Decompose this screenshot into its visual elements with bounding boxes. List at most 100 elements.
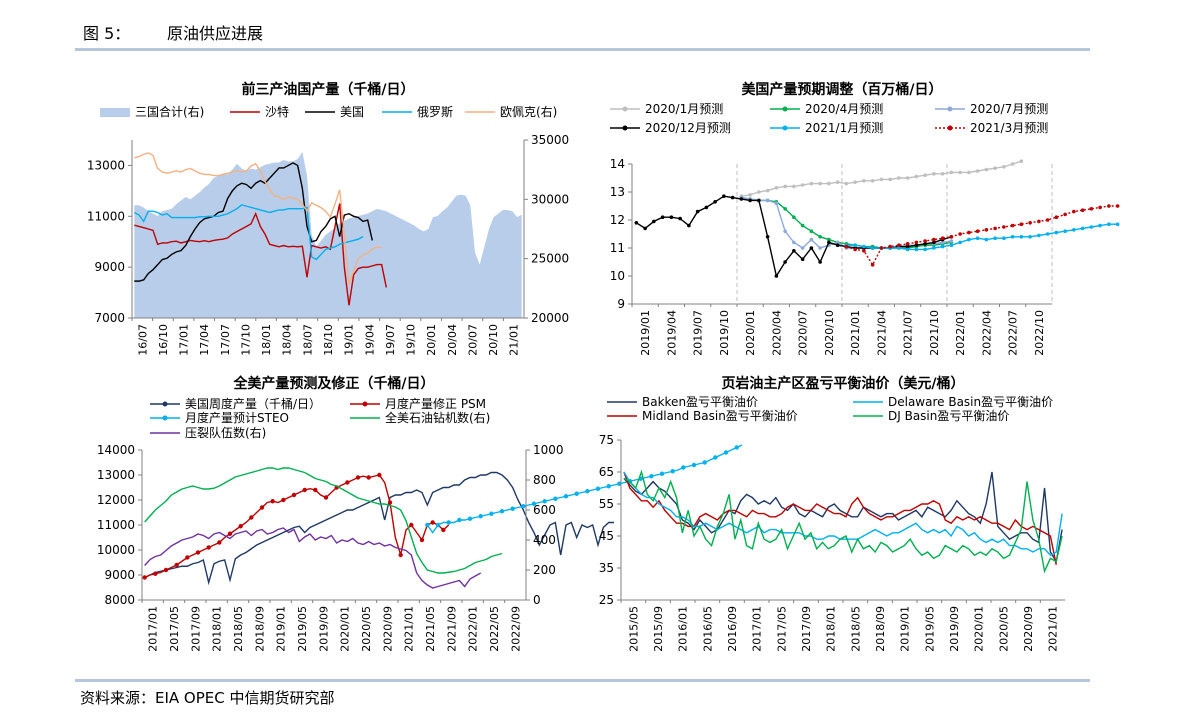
series-1-point: [259, 505, 265, 510]
series-4-point: [1010, 235, 1015, 239]
series-5-point: [1019, 222, 1024, 226]
x-tick-label: 19/01: [343, 324, 356, 356]
x-tick-label: 16/07: [136, 324, 149, 356]
series-1-point: [249, 515, 254, 520]
report-header: 图 5： 原油供应进展: [75, 10, 1090, 51]
series-1-point: [270, 499, 275, 504]
series-4-point: [905, 247, 910, 252]
x-tick-label: 2020/05: [360, 606, 373, 652]
series-2-point: [659, 471, 665, 476]
series-3-point: [722, 194, 726, 198]
x-tick-label: 2016/09: [726, 606, 739, 652]
series-0-point: [993, 166, 997, 170]
series-0-point: [888, 177, 892, 182]
series-line-3: [635, 195, 952, 278]
series-4-point: [993, 236, 997, 240]
x-tick-label: 2019/01: [639, 310, 652, 356]
series-2-point: [489, 511, 494, 516]
x-tick-label: 2022/05: [488, 606, 501, 652]
x-tick-label: 2018/01: [825, 606, 838, 652]
x-tick-label: 2020/05: [997, 606, 1010, 652]
legend-marker: [782, 106, 788, 112]
legend-label: 欧佩克(右): [500, 104, 557, 119]
x-tick-label: 20/07: [466, 324, 479, 356]
legend-label: 美国: [340, 105, 364, 119]
series-5-point: [940, 236, 945, 240]
series-line-4: [846, 223, 1118, 251]
series-1-point: [195, 550, 201, 555]
x-tick-label: 2021/10: [928, 310, 941, 356]
series-4-point: [1107, 222, 1111, 226]
y-tick-label: 13000: [97, 468, 135, 482]
y-tick-label: 10: [610, 269, 625, 283]
series-5-point: [1115, 204, 1120, 208]
series-2-point: [585, 489, 590, 494]
series-line-0: [623, 471, 1063, 564]
x-tick-label: 2016/05: [701, 606, 714, 652]
series-4-point: [862, 244, 866, 249]
y-tick-label-right: 800: [533, 473, 556, 487]
series-4-point: [914, 247, 919, 252]
series-1-point: [227, 531, 233, 536]
series-3-point: [835, 243, 840, 247]
series-5-point: [914, 240, 919, 245]
series-0-point: [853, 180, 857, 184]
series-1-point: [430, 520, 435, 525]
y-tick-label: 13: [610, 185, 625, 199]
series-0-point: [765, 188, 770, 193]
legend-label: 2021/1月预测: [805, 121, 883, 135]
series-5-point: [1045, 218, 1050, 222]
series-3-point: [678, 216, 682, 221]
series-2-point: [467, 516, 473, 521]
series-1-point: [818, 235, 822, 239]
chart-title: 美国产量预期调整（百万桶/日）: [741, 81, 942, 98]
series-4-point: [1045, 232, 1050, 236]
x-tick-label: 2015/05: [627, 606, 640, 652]
series-5-point: [1089, 207, 1094, 211]
chart-title: 全美产量预测及修正（千桶/日）: [232, 375, 434, 392]
series-0-point: [1010, 162, 1015, 166]
series-0-point: [783, 184, 787, 189]
series-5-point: [1098, 205, 1102, 210]
x-tick-label: 17/10: [239, 324, 252, 356]
y-tick-label: 7000: [94, 311, 125, 325]
series-line-1: [623, 471, 1057, 565]
series-1-point: [302, 487, 307, 493]
series-2-point: [595, 486, 601, 491]
series-1-point: [142, 575, 147, 580]
y-tick-label-right: 200: [533, 563, 556, 577]
series-3-point: [669, 215, 674, 219]
series-3-point: [765, 235, 770, 239]
series-4-point: [870, 246, 875, 250]
series-4-point: [958, 240, 962, 245]
series-3-point: [914, 243, 919, 247]
x-tick-label: 2019/05: [923, 606, 936, 652]
y-tick-label: 12: [610, 213, 625, 227]
x-tick-label: 2019/05: [296, 606, 309, 652]
legend-marker: [947, 125, 953, 131]
x-tick-label: 20/01: [425, 324, 438, 356]
header-rule: [75, 48, 1090, 51]
series-0-point: [774, 186, 779, 190]
y-tick-label: 11000: [97, 518, 135, 532]
series-5-point: [853, 247, 857, 252]
y-tick-label-right: 0: [533, 593, 541, 607]
x-tick-label: 20/04: [446, 324, 459, 356]
series-0-point: [862, 179, 866, 183]
series-3-point: [774, 274, 779, 278]
series-4-point: [1063, 229, 1067, 233]
series-0-point: [967, 170, 971, 175]
x-tick-label: 2018/01: [211, 606, 224, 652]
y-tick-label: 14: [610, 157, 625, 171]
series-4-point: [1019, 235, 1024, 239]
chart-us-production-forecast: 全美产量预测及修正（千桶/日）8000900010000110001200013…: [97, 375, 743, 652]
legend-label: 月度产量预计STEO: [185, 410, 289, 425]
series-1-point: [419, 537, 425, 543]
series-5-point: [975, 229, 980, 233]
series-5-point: [1010, 223, 1015, 228]
y-tick-label-right: 1000: [533, 443, 564, 457]
legend-label: 压裂队伍数(右): [185, 425, 266, 440]
series-4-point: [984, 237, 989, 242]
series-5-point: [879, 246, 884, 250]
y-tick-label: 11000: [87, 209, 125, 223]
